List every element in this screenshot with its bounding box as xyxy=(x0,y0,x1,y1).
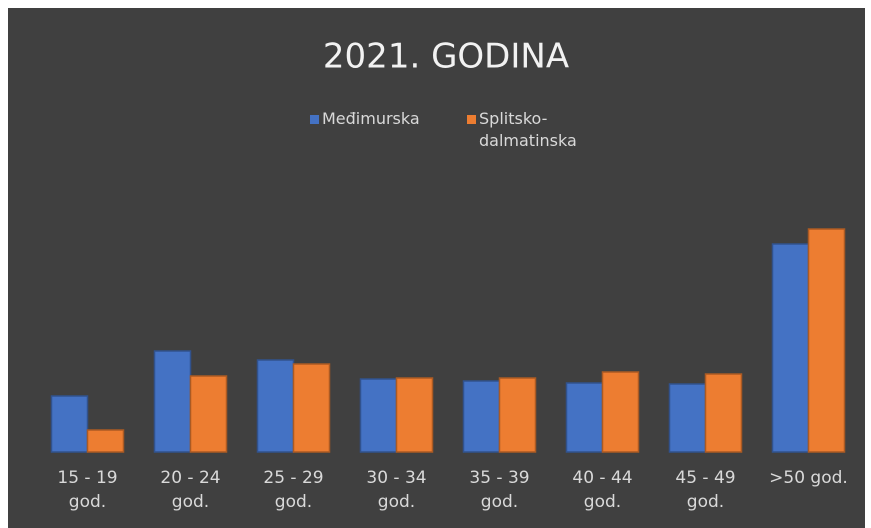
bar xyxy=(565,382,604,453)
x-tick-label: 25 - 29 god. xyxy=(263,468,324,512)
bar xyxy=(704,373,743,453)
x-tick-label: 30 - 34 god. xyxy=(366,468,427,512)
bar xyxy=(462,380,501,453)
bar xyxy=(771,243,810,453)
bar xyxy=(668,383,707,453)
x-tick-label: 40 - 44 god. xyxy=(572,468,633,512)
chart-title: 2021. GODINA xyxy=(323,37,569,77)
x-tick-label: 20 - 24 god. xyxy=(160,468,221,512)
x-tick-label: 45 - 49 god. xyxy=(675,468,736,512)
bar xyxy=(807,228,846,453)
bar xyxy=(86,429,125,453)
x-tick-label: 15 - 19 god. xyxy=(57,468,118,512)
legend-label: Međimurska xyxy=(322,109,420,128)
bar xyxy=(50,395,89,453)
bar xyxy=(601,371,640,453)
x-tick-label: >50 god. xyxy=(769,468,848,488)
bar xyxy=(292,363,331,453)
bar xyxy=(153,350,192,453)
bar xyxy=(359,378,398,453)
legend-swatch xyxy=(310,115,319,124)
legend-swatch xyxy=(467,115,476,124)
x-tick-label: 35 - 39 god. xyxy=(469,468,530,512)
bar xyxy=(395,377,434,453)
legend-label: Splitsko-dalmatinska xyxy=(479,109,577,150)
bar xyxy=(189,375,228,453)
bar xyxy=(256,359,295,453)
bar xyxy=(498,377,537,453)
